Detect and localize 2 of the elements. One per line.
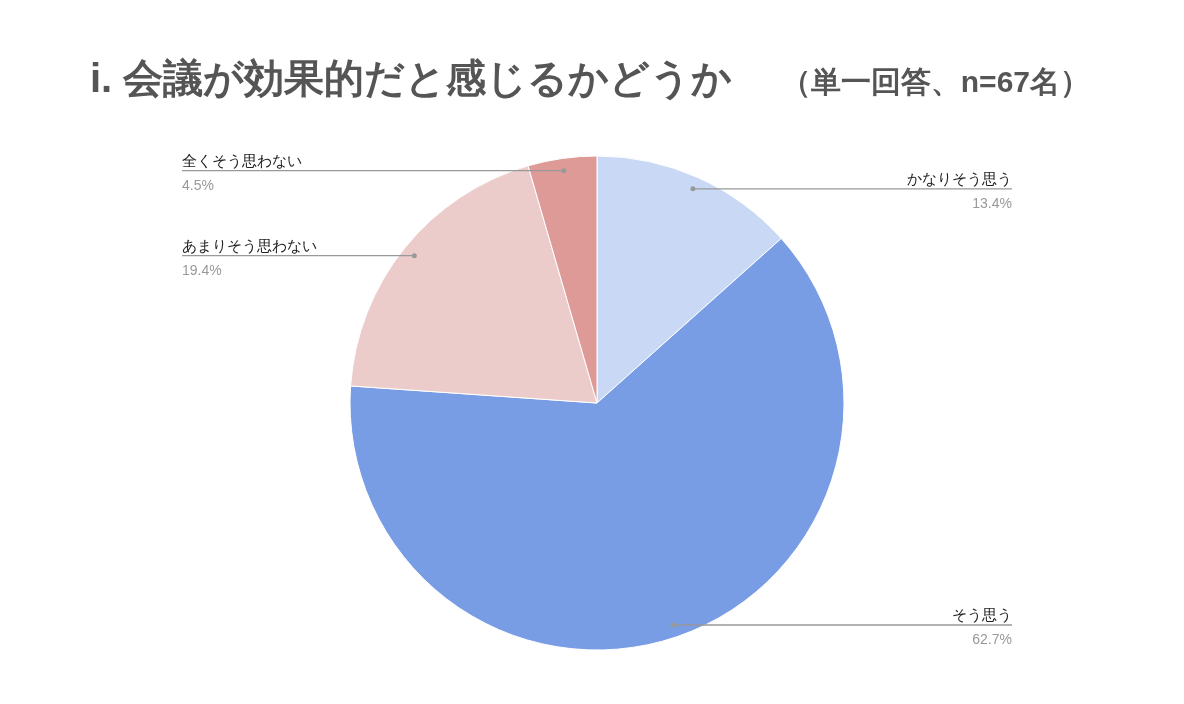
title: i. 会議が効果的だと感じるかどうか — [90, 56, 733, 100]
subtitle: （単一回答、n=67名） — [780, 65, 1090, 98]
